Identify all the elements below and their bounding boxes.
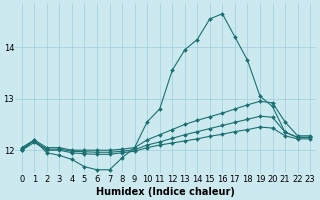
X-axis label: Humidex (Indice chaleur): Humidex (Indice chaleur) [97, 187, 236, 197]
